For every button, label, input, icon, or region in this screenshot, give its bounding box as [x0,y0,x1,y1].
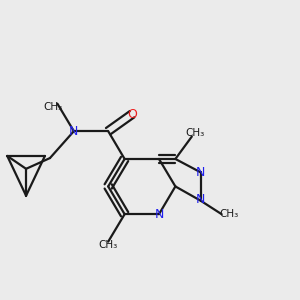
Text: CH₃: CH₃ [99,240,118,250]
Text: N: N [154,208,164,221]
Text: CH₃: CH₃ [220,209,239,219]
Text: N: N [69,125,79,138]
Text: N: N [196,166,206,179]
Text: CH₃: CH₃ [43,102,63,112]
Text: N: N [196,193,206,206]
Text: CH₃: CH₃ [185,128,204,138]
Text: O: O [127,108,137,121]
